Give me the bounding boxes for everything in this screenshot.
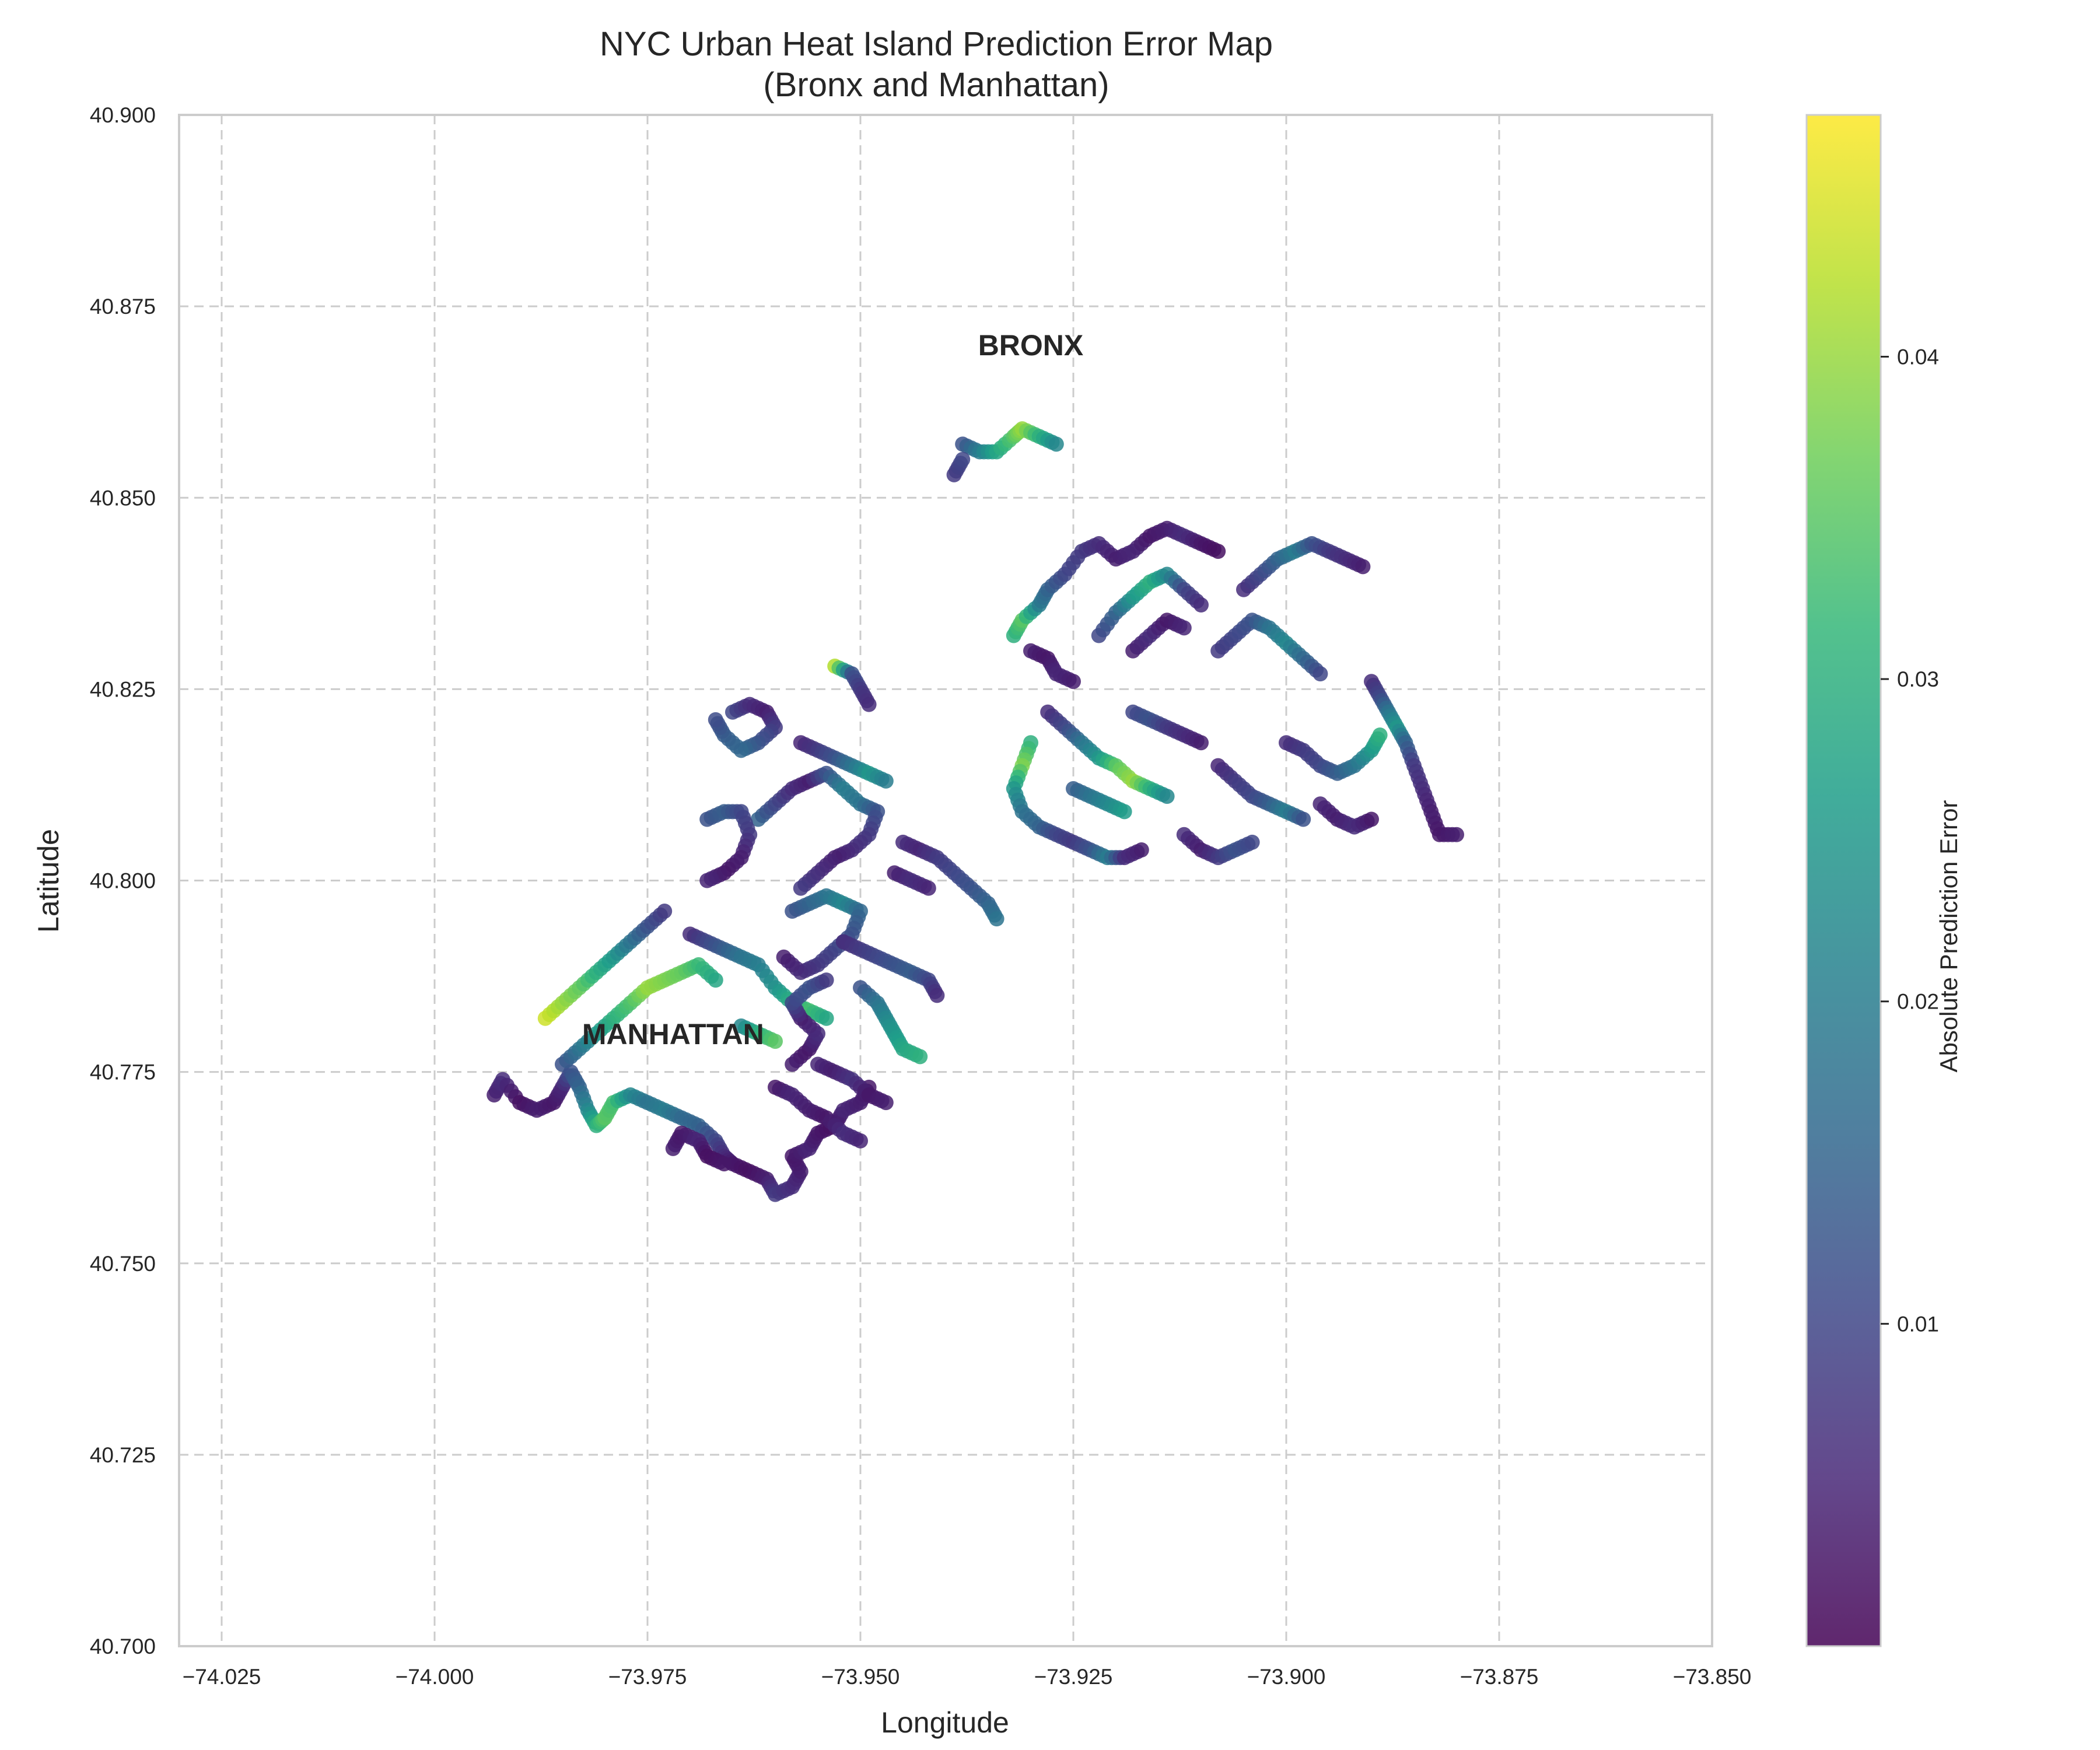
colorbar-ticks: 0.01 0.02 0.03 0.04 (1881, 345, 1939, 1336)
y-axis-label: Latitude (32, 829, 65, 933)
data-points (487, 421, 1464, 1202)
data-point (1364, 811, 1379, 827)
region-label: BRONX (978, 329, 1084, 362)
data-point (955, 452, 971, 467)
data-point (657, 904, 673, 919)
data-point (861, 696, 877, 712)
x-tick-label: −73.975 (608, 1665, 687, 1689)
chart-title: NYC Urban Heat Island Prediction Error M… (600, 25, 1273, 63)
data-point (818, 972, 834, 988)
colorbar-tick-label: 0.04 (1897, 345, 1939, 369)
data-point (1210, 544, 1226, 559)
data-point (708, 972, 723, 988)
y-tick-label: 40.875 (90, 295, 156, 318)
region-label: MANHATTAN (582, 1018, 764, 1051)
data-point (1116, 804, 1132, 820)
data-point (912, 1049, 928, 1065)
data-point (1355, 559, 1371, 575)
data-point (1449, 827, 1464, 842)
data-point (878, 773, 894, 789)
x-tick-label: −73.900 (1247, 1665, 1326, 1689)
y-tick-label: 40.725 (90, 1443, 156, 1467)
x-tick-label: −73.875 (1460, 1665, 1539, 1689)
x-tick-label: −73.925 (1034, 1665, 1113, 1689)
data-point (716, 1156, 732, 1172)
y-tick-label: 40.750 (90, 1252, 156, 1276)
x-tick-label: −74.000 (396, 1665, 474, 1689)
data-point (768, 1034, 783, 1049)
data-point (989, 911, 1005, 927)
data-point (929, 988, 945, 1003)
chart-subtitle: (Bronx and Manhattan) (763, 66, 1109, 104)
data-point (1133, 842, 1149, 858)
data-point (1066, 674, 1081, 690)
y-axis-ticks: 40.700 40.725 40.750 40.775 40.800 40.825 40.8… (90, 103, 156, 1658)
data-point (853, 1133, 868, 1149)
x-axis-ticks: −74.025 −74.000 −73.975 −73.950 −73.925 −73.9… (183, 1665, 1752, 1689)
colorbar-tick-label: 0.01 (1897, 1312, 1939, 1336)
y-tick-label: 40.825 (90, 677, 156, 701)
data-point (1048, 436, 1064, 452)
y-tick-label: 40.900 (90, 103, 156, 127)
colorbar-tick-label: 0.03 (1897, 667, 1939, 691)
colorbar (1807, 115, 1881, 1646)
data-point (1312, 666, 1328, 682)
data-point (878, 1095, 894, 1111)
data-point (1194, 597, 1209, 612)
data-point (1159, 789, 1175, 804)
data-point (1176, 620, 1192, 636)
region-annotations: BRONX MANHATTAN (582, 329, 1083, 1051)
data-point (708, 712, 723, 727)
plot-frame (178, 114, 1713, 1647)
data-point (921, 880, 936, 896)
x-tick-label: −73.850 (1673, 1665, 1752, 1689)
colorbar-frame (1805, 114, 1882, 1647)
x-tick-label: −73.950 (821, 1665, 900, 1689)
colorbar-tick-label: 0.02 (1897, 990, 1939, 1014)
data-point (699, 873, 715, 888)
data-point (1194, 735, 1209, 751)
data-point (1372, 727, 1388, 743)
data-point (1244, 834, 1260, 850)
y-tick-label: 40.775 (90, 1060, 156, 1084)
data-point (1296, 811, 1311, 827)
data-point (776, 949, 792, 965)
colorbar-label: Absolute Prediction Error (1935, 800, 1962, 1073)
data-point (793, 880, 808, 896)
x-axis-label: Longitude (881, 1706, 1009, 1739)
y-tick-label: 40.850 (90, 486, 156, 510)
data-point (818, 1010, 834, 1026)
y-tick-label: 40.700 (90, 1634, 156, 1658)
x-tick-label: −74.025 (183, 1665, 261, 1689)
y-tick-label: 40.800 (90, 869, 156, 893)
